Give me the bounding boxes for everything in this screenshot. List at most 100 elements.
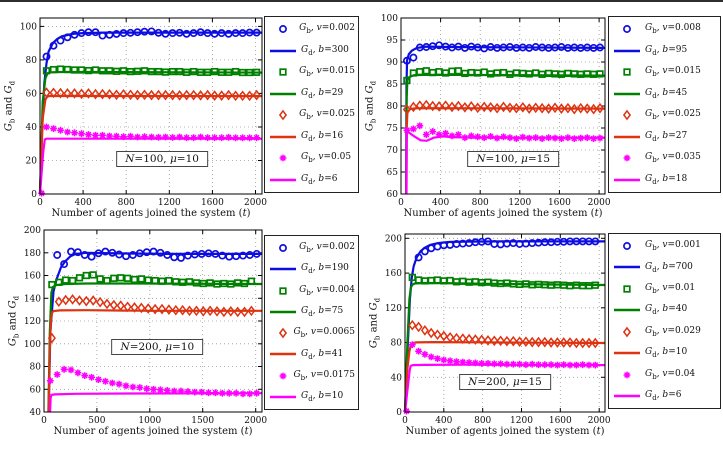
legend-swatch-square [623,68,631,76]
svg-text:1200: 1200 [158,198,181,208]
legend-label: Gd, b=18 [645,174,688,186]
svg-text:60: 60 [26,89,38,99]
legend-swatch-line [614,351,640,355]
legend-swatch-circle [623,25,631,33]
svg-text:60: 60 [387,190,399,200]
subplot-title-bottom-left: N=200, μ=10 [111,339,204,356]
legend-entry: Gb, v=0.008 [612,21,717,37]
legend-swatch-star [279,372,287,380]
legend-swatch-square [279,68,287,76]
legend-swatch-diamond [622,326,632,338]
legend-swatch-star [623,154,631,162]
legend-swatch-star [279,154,287,162]
legend-entry: Gd, b=190 [268,261,355,277]
plot-canvas-bottom-left: 0 500 1000 1500 2000 40 60 80 100 120 140 160 180 200 [24,226,268,426]
svg-text:200: 200 [385,234,402,244]
legend-label: Gb, v=0.002 [299,23,355,35]
legend-label: Gb, v=0.015 [299,66,355,79]
subplot-title-bottom-right: N=200, μ=15 [459,373,551,390]
svg-text:100: 100 [20,22,37,32]
legend-entry: Gb, v=0.015 [612,64,717,80]
legend-bottom-left: Gb, v=0.002 Gd, b=190 Gb, v=0.004 Gd, b=75 G… [264,235,359,410]
legend-label: Gb, v=0.002 [299,242,355,254]
svg-text:20: 20 [26,157,38,167]
legend-swatch-line [614,49,640,52]
legend-swatch-diamond [278,327,288,339]
legend-label: Gd, b=6 [301,174,338,186]
legend-label: Gb, v=0.008 [645,23,701,35]
legend-entry: Gd, b=41 [268,346,355,362]
svg-text:1600: 1600 [549,416,572,426]
svg-text:400: 400 [75,198,92,208]
legend-swatch-line [270,353,296,356]
plot-canvas-bottom-right: 0 400 800 1200 1600 2000 0 40 80 120 160 200 [385,233,611,426]
legend-label: Gd, b=16 [301,130,344,143]
legend-top-left: Gb, v=0.002 Gd, b=300 Gb, v=0.015 Gd, b=29 G… [264,16,359,193]
subplot-top-left: 0 400 800 1200 1600 2000 0 20 40 60 80 100 N=100, μ… [0,0,361,226]
legend-label: Gd, b=10 [301,391,344,403]
legend-bottom-right: Gb, v=0.001 Gd, b=700 Gb, v=0.01 Gd, b=40 Gb… [608,233,721,409]
svg-text:90: 90 [387,58,399,68]
plot-canvas-top-left: 0 400 800 1200 1600 2000 0 20 40 60 80 100 [20,17,267,208]
legend-entry: Gb, v=0.002 [268,240,355,256]
legend-swatch-line [614,92,640,95]
svg-text:0: 0 [396,408,402,418]
svg-text:0: 0 [398,198,404,208]
legend-swatch-line [270,135,296,139]
subplot-title-top-left: N=100, μ=10 [116,150,208,167]
x-axis-label-bottom-left: Number of agents joined the system (t) [53,426,253,437]
legend-swatch-line [270,268,296,271]
legend-entry: Gd, b=6 [268,172,355,188]
legend-entry: Gb, v=0.004 [268,283,355,299]
legend-entry: Gb, v=0.025 [268,107,355,123]
legend-swatch-line [614,135,640,139]
legend-entry: Gb, v=0.015 [268,64,355,80]
svg-text:140: 140 [24,294,41,304]
x-axis-label-top-left: Number of agents joined the system (t) [51,208,251,219]
svg-text:1600: 1600 [548,198,571,208]
svg-text:800: 800 [118,198,135,208]
svg-text:80: 80 [387,102,399,112]
svg-text:1200: 1200 [508,198,531,208]
legend-entry: Gd, b=29 [268,86,355,102]
legend-entry: Gb, v=0.0065 [268,325,355,341]
legend-label: Gb, v=0.029 [645,325,701,338]
svg-text:1600: 1600 [201,198,224,208]
legend-label: Gd, b=29 [301,87,344,100]
svg-text:1000: 1000 [138,416,161,426]
legend-swatch-circle [623,242,631,250]
svg-text:85: 85 [387,80,399,90]
legend-entry: Gd, b=10 [268,389,355,405]
svg-text:80: 80 [26,56,38,66]
legend-label: Gd, b=10 [645,347,688,359]
svg-text:40: 40 [26,123,38,133]
svg-text:160: 160 [385,269,402,279]
legend-swatch-diamond [278,109,288,121]
legend-label: Gd, b=27 [645,130,688,143]
x-axis-label-top-right: Number of agents joined the system (t) [403,208,603,219]
legend-label: Gd, b=700 [645,261,693,274]
subplot-top-right: 0 400 800 1200 1600 2000 60 65 70 75 80 85 90 95 100 N… [361,0,723,226]
svg-text:100: 100 [381,14,398,24]
legend-label: Gb, v=0.04 [645,368,696,381]
legend-entry: Gb, v=0.001 [612,238,717,254]
legend-swatch-line [270,178,296,182]
svg-text:80: 80 [391,339,403,349]
legend-label: Gd, b=40 [645,304,688,317]
legend-swatch-circle [279,25,287,33]
legend-top-right: Gb, v=0.008 Gd, b=95 Gb, v=0.015 Gd, b=45 Gb… [608,16,721,193]
svg-text:65: 65 [387,168,399,178]
legend-entry: Gd, b=95 [612,43,717,59]
svg-text:80: 80 [30,363,42,373]
svg-text:400: 400 [432,198,449,208]
legend-label: Gb, v=0.025 [299,109,355,122]
legend-label: Gd, b=6 [645,390,682,402]
svg-text:0: 0 [31,190,37,200]
legend-entry: Gd, b=700 [612,259,717,275]
svg-text:70: 70 [387,146,399,156]
subplot-title-top-right: N=100, μ=15 [467,150,560,167]
subplot-bottom-right: 0 400 800 1200 1600 2000 0 40 80 120 160 200 N=200,… [361,226,723,452]
legend-entry: Gb, v=0.029 [612,324,717,340]
legend-swatch-square [279,286,287,295]
